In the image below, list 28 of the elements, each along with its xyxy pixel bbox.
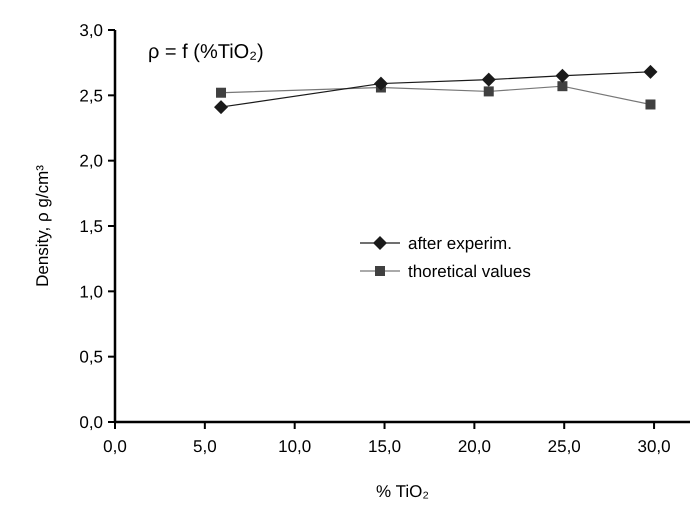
x-tick-label: 5,0 bbox=[193, 437, 217, 456]
x-tick-label: 15,0 bbox=[368, 437, 402, 456]
y-tick-label: 2,5 bbox=[79, 86, 103, 106]
point bbox=[645, 99, 656, 110]
y-tick-label: 0,5 bbox=[79, 348, 103, 367]
text: ρ = f (%TiO₂) bbox=[148, 41, 264, 63]
point bbox=[216, 88, 226, 98]
legend-label: after experim. bbox=[408, 234, 512, 253]
y-tick-label: 0,0 bbox=[79, 413, 103, 432]
x-tick-label: 0,0 bbox=[103, 437, 127, 456]
legend-label: thoretical values bbox=[408, 262, 531, 281]
y-tick-label: 2,0 bbox=[79, 152, 103, 171]
y-tick-label: 3,0 bbox=[79, 21, 103, 40]
point bbox=[374, 76, 388, 91]
x-tick-label: 25,0 bbox=[548, 437, 581, 456]
point bbox=[555, 68, 570, 83]
point bbox=[557, 81, 568, 92]
point bbox=[484, 86, 494, 96]
y-tick-label: 1,5 bbox=[79, 217, 103, 236]
y-tick-label: 1,0 bbox=[79, 282, 103, 302]
point bbox=[482, 72, 496, 87]
y-axis-title: Density, ρ g/cm³ bbox=[33, 164, 52, 287]
point bbox=[643, 64, 658, 79]
x-tick-label: 30,0 bbox=[638, 437, 671, 456]
point bbox=[214, 100, 228, 114]
x-axis-title: % TiO₂ bbox=[376, 482, 429, 501]
x-tick-label: 20,0 bbox=[458, 437, 491, 456]
x-tick-label: 10,0 bbox=[278, 437, 312, 456]
